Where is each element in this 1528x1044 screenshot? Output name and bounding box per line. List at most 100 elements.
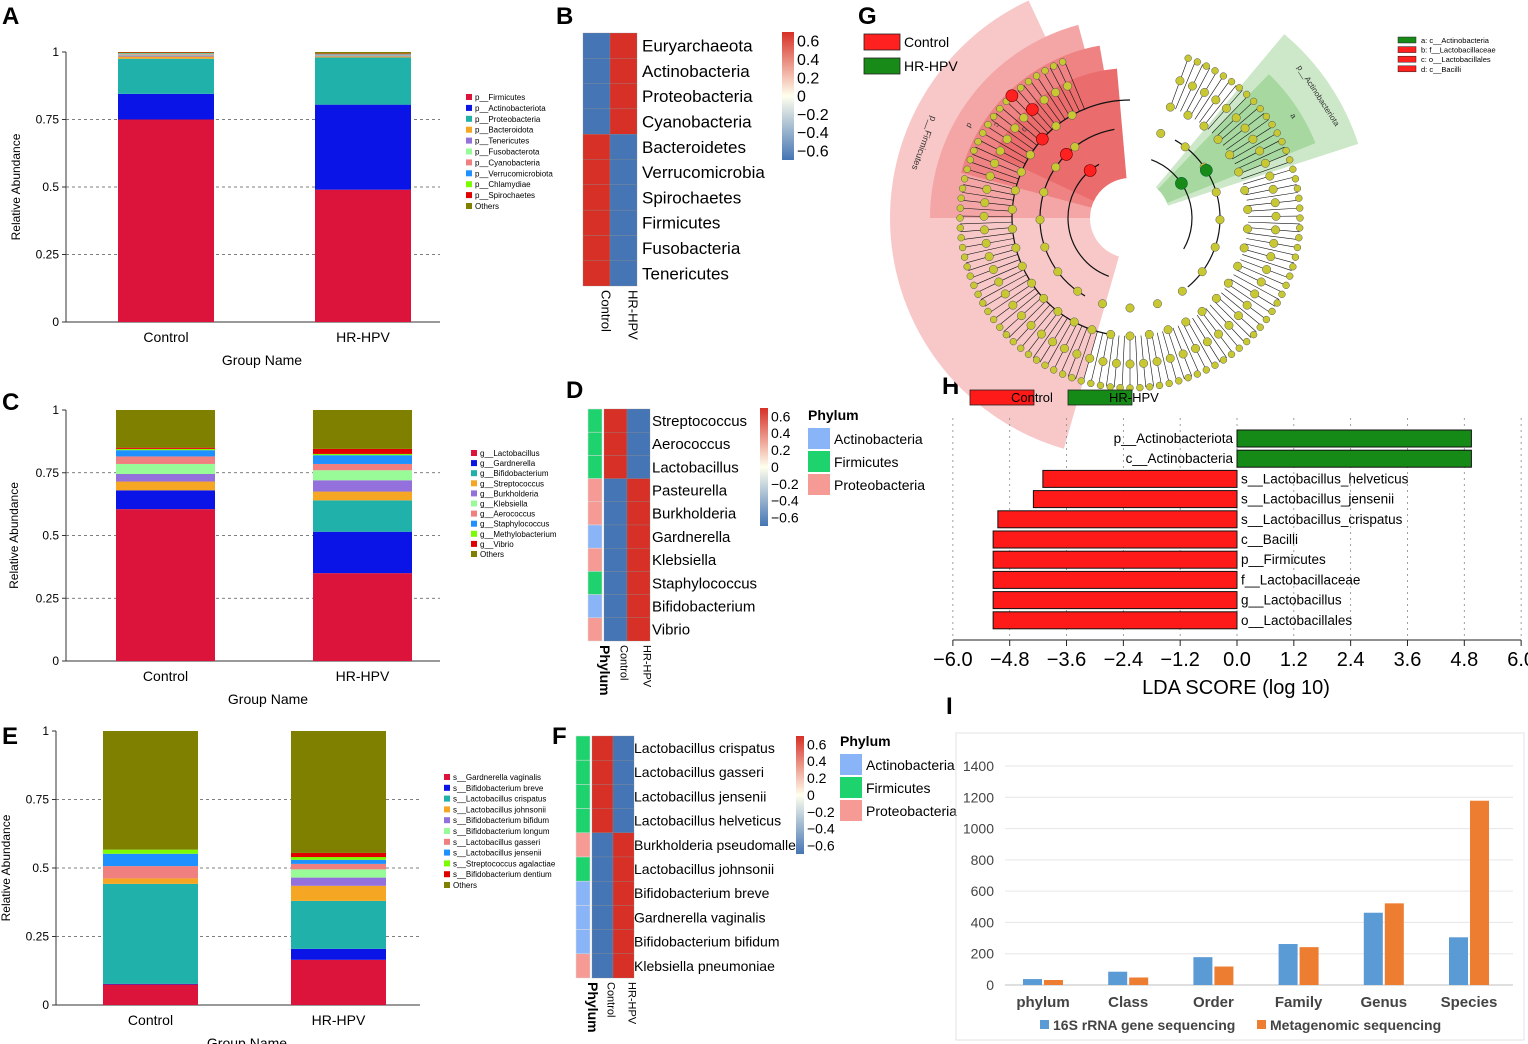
bar-segment-0-10 [103, 731, 198, 850]
tree-node [996, 105, 1004, 113]
tree-node [1184, 54, 1192, 62]
heatmap-cell-1-1 [626, 432, 651, 456]
tree-node [1098, 357, 1108, 366]
tree-node [1106, 329, 1116, 339]
tree-node [1125, 331, 1135, 341]
tree-node [1282, 147, 1290, 155]
column-label: Control [618, 645, 630, 680]
branch [1156, 332, 1170, 384]
bar-segment-0-7 [116, 450, 215, 457]
branch [1205, 308, 1240, 349]
heatmap-cell-1-0 [582, 58, 611, 84]
heatmap-cell-5-0 [591, 856, 614, 882]
legend-label: p__Firmicutes [475, 93, 525, 102]
branch [1227, 283, 1272, 314]
branch [964, 176, 1016, 190]
legend-label: s__Streptococcus agalactiae [453, 859, 556, 868]
legend-label: g__Staphylococcus [480, 520, 549, 529]
bar-segment-0-9 [116, 447, 215, 449]
bar-3-1 [1299, 947, 1319, 985]
legend-swatch [863, 33, 901, 51]
phylum-cell [587, 547, 603, 572]
phylum-cell [587, 455, 603, 479]
tree-node [1296, 224, 1304, 232]
tree-node [1032, 356, 1041, 364]
tree-node [1016, 167, 1026, 177]
row-label: Bifidobacterium [652, 598, 755, 615]
branch [1049, 67, 1075, 114]
heatmap-cell-1-0 [603, 432, 628, 456]
tree-node [1224, 320, 1234, 330]
branch [1064, 61, 1085, 110]
key-label: d: c__Bacilli [1421, 65, 1461, 74]
heatmap-cell-4-0 [603, 501, 628, 526]
tree-node [1087, 379, 1095, 388]
heatmap-cell-7-0 [582, 209, 611, 236]
tree-node [1010, 185, 1020, 195]
tree-node [1070, 142, 1080, 152]
x-tick-label: 1.2 [1280, 649, 1308, 671]
branch [980, 274, 1027, 300]
legend-label: p__Bacteroidota [475, 126, 534, 135]
y-tick-label: 400 [971, 914, 995, 930]
colorbar-tick-label: 0 [797, 89, 806, 106]
tree-node [1026, 320, 1036, 330]
tree-node [1181, 317, 1191, 327]
branch [1211, 95, 1249, 134]
tree-node [1188, 81, 1197, 91]
legend-swatch [466, 159, 472, 166]
bar-segment-0-3 [116, 481, 215, 491]
y-tick-label: 1 [52, 403, 59, 417]
control-node [1060, 148, 1073, 161]
branch [1020, 308, 1055, 349]
control-node [1036, 132, 1049, 146]
legend-label: s__Bifidobacterium dentium [453, 870, 552, 879]
y-tick-label: 0.25 [36, 248, 60, 262]
bar-0-1 [1044, 979, 1063, 985]
colorbar-tick-label: 0.6 [807, 736, 827, 752]
bar-segment-0-3 [103, 878, 198, 884]
branch [1167, 329, 1185, 380]
branch [1238, 264, 1287, 286]
control-node [1026, 103, 1039, 116]
heatmap-cell-8-0 [582, 235, 611, 261]
phylum-cell [575, 856, 591, 882]
legend-label: p__Proteobacteria [475, 115, 541, 124]
x-axis-title: Group Name [207, 1035, 287, 1044]
legend-label: 16S rRNA gene sequencing [1053, 1017, 1235, 1033]
heatmap-cell-0-1 [626, 408, 651, 433]
tree-node [1040, 242, 1050, 252]
legend-label: g__Streptococcus [480, 479, 544, 488]
x-tick-label: −6.0 [933, 649, 972, 671]
bar-segment-1-7 [313, 455, 412, 464]
legend-label: Firmicutes [834, 454, 899, 470]
y-tick-label: 0.25 [26, 930, 50, 944]
tree-node [958, 184, 967, 193]
bar-segment-0-1 [118, 93, 214, 120]
tree-node [957, 234, 965, 242]
tree-node [1165, 379, 1173, 388]
tree-node [966, 156, 974, 164]
legend-swatch [444, 849, 450, 856]
branch [1196, 314, 1227, 358]
colorbar [782, 32, 794, 160]
colorbar-tick-label: −0.2 [797, 107, 829, 124]
tree-node [1289, 263, 1297, 271]
y-tick-label: 800 [971, 852, 995, 868]
heatmap-cell-1-1 [612, 760, 635, 785]
legend-swatch [466, 126, 472, 133]
bar-label: p__Actinobacteriota [1114, 431, 1234, 446]
panel-label-e: E [2, 723, 18, 750]
branch [1244, 176, 1296, 190]
bar-segment-1-1 [313, 531, 412, 574]
tree-node [1017, 84, 1025, 92]
heatmap-cell-3-1 [612, 808, 635, 833]
branch-arc [1151, 159, 1193, 250]
bar-0-0 [1023, 979, 1042, 985]
branch [968, 254, 1018, 271]
tree-node [1262, 265, 1272, 274]
lda-bar-3 [1032, 490, 1238, 509]
colorbar [760, 408, 768, 526]
heatmap-cell-6-1 [612, 881, 635, 906]
legend-swatch [808, 451, 830, 472]
